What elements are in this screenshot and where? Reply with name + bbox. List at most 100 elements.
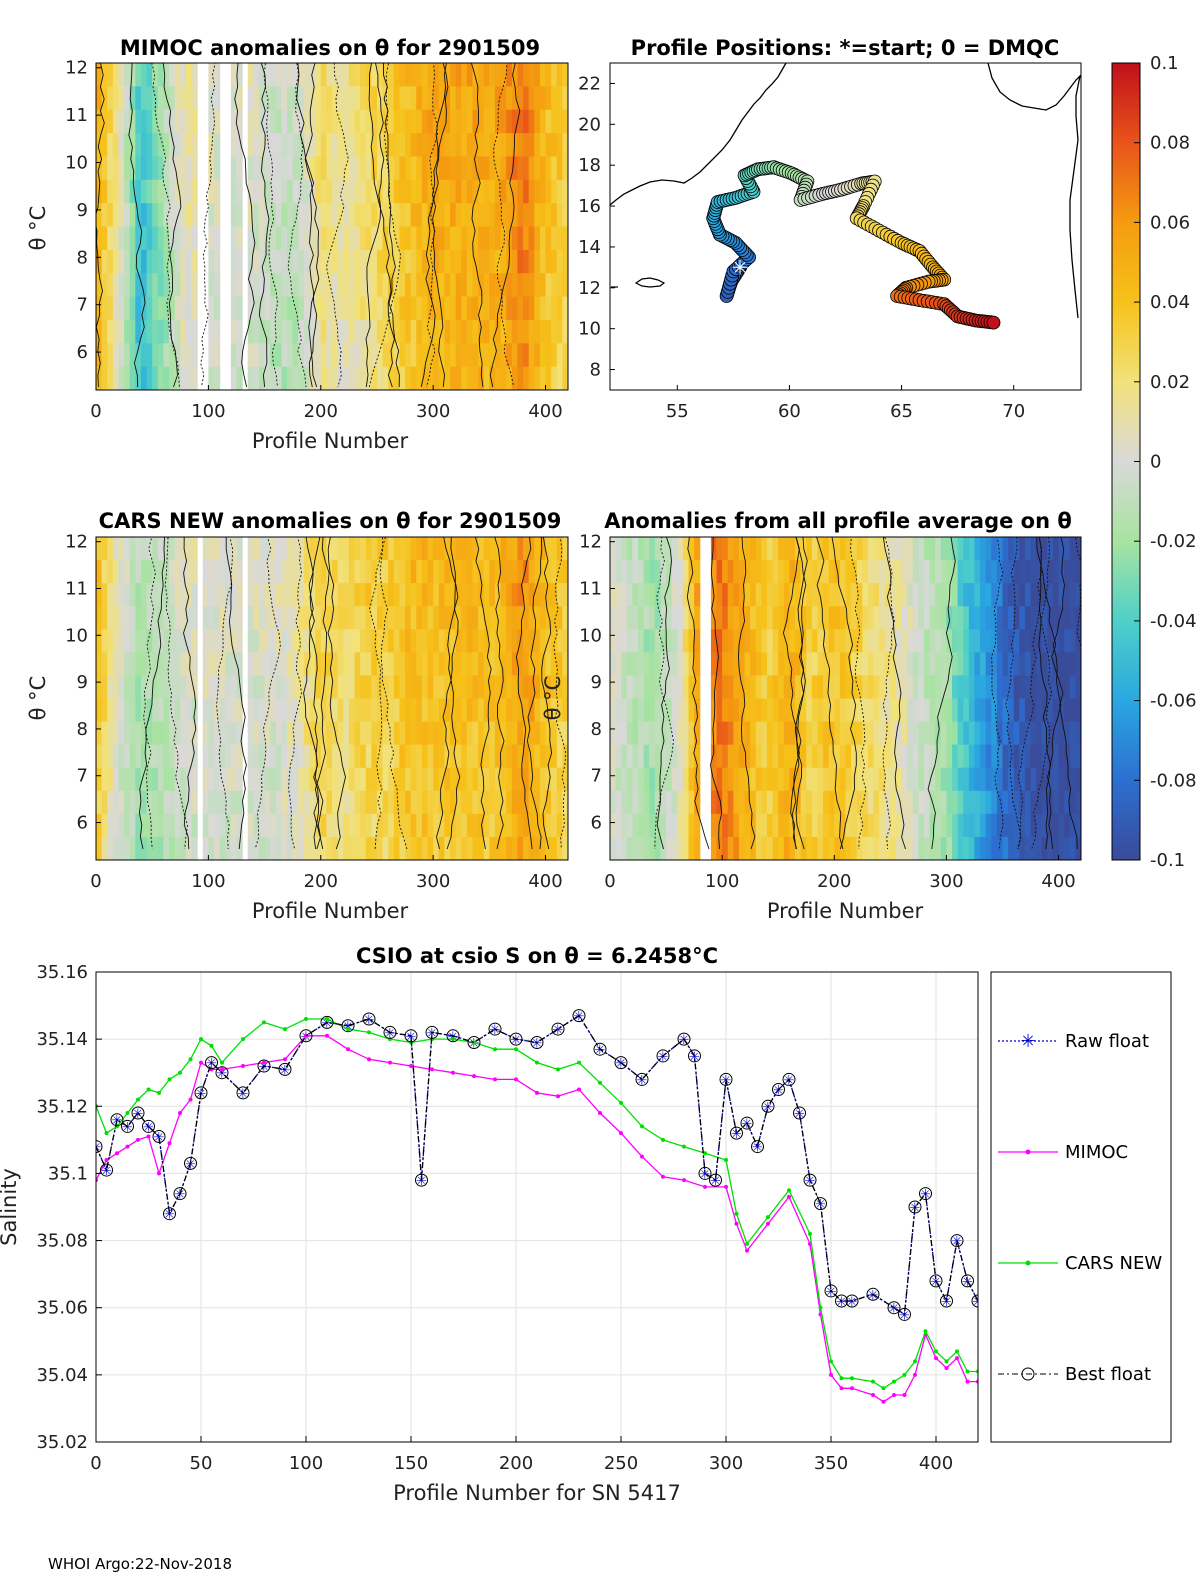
contour-line [1031,537,1053,850]
heatmap-cell [326,813,333,838]
best-float-point [509,1032,523,1046]
heatmap-cell [649,537,656,561]
heatmap-cell [738,537,746,561]
heatmap-cell [677,836,684,860]
heatmap-cell [315,675,322,700]
heatmap-cell [129,133,136,158]
heatmap-cell [281,537,288,561]
heatmap-cell [632,698,639,723]
heatmap-cell [489,156,496,181]
heatmap-cell [873,813,880,838]
raw-float-point: ✳ [101,1164,112,1179]
heatmap-cell [388,63,395,87]
heatmap-cell [337,606,344,630]
heatmap-cell [996,606,1004,630]
heatmap-cell [562,675,568,700]
y-tick-label: 35.08 [36,1231,88,1252]
heatmap-cell [800,606,807,630]
heatmap-cell [643,767,650,792]
heatmap-cell [940,560,948,584]
heatmap-cell [157,156,165,181]
heatmap-cell [466,273,474,298]
heatmap-cell [152,203,159,228]
heatmap-cell [444,226,451,251]
heatmap-cell [146,813,153,838]
heatmap-cell [382,366,389,390]
heatmap-cell [528,675,535,700]
heatmap-cell [337,109,344,134]
heatmap-cell [873,767,880,792]
heatmap-cell [152,249,159,274]
heatmap-cell [980,652,987,677]
contour-line [305,537,324,850]
heatmap-cell [621,767,628,792]
heatmap-cell [545,343,552,368]
heatmap-cell [326,629,333,653]
heatmap-cell [539,560,547,584]
heatmap-cell [247,836,254,860]
cars-new-point [734,1211,739,1216]
heatmap-cell [682,629,690,653]
heatmap-cell [376,133,384,158]
heatmap-cell [534,813,541,838]
heatmap-cell [940,675,948,700]
heatmap-cell [253,343,260,368]
heatmap-cell [1008,767,1015,792]
heatmap-cell [421,560,429,584]
heatmap-cell [946,836,953,860]
heatmap-cell [455,652,462,677]
heatmap-cell [118,179,125,204]
heatmap-cell [382,86,389,111]
heatmap-cell [1069,813,1076,838]
heatmap-cell [326,109,333,134]
heatmap-cell [163,675,170,700]
heatmap-cell [298,203,305,228]
heatmap-cell [326,343,333,368]
heatmap-cell [901,537,908,561]
heatmap-cell [287,343,294,368]
heatmap-cell [935,698,942,723]
heatmap-cell [438,583,445,607]
heatmap-cell [455,249,462,274]
heatmap-cell [483,203,490,228]
heatmap-cell [985,836,992,860]
heatmap-cell [890,629,897,653]
heatmap-cell [733,560,740,584]
heatmap-cell [963,790,970,815]
heatmap-cell [180,179,187,204]
heatmap-cell [169,652,176,677]
heatmap-cell [292,560,299,584]
heatmap-cell [682,698,690,723]
heatmap-cell [517,606,524,630]
heatmap-cell [191,767,198,792]
heatmap-cell [783,560,791,584]
heatmap-cell [466,560,474,584]
heatmap-cell [124,179,131,204]
heatmap-cell [230,813,238,838]
heatmap-cell [281,343,288,368]
heatmap-cell [118,109,125,134]
heatmap-cell [410,179,417,204]
heatmap-cell [974,721,981,746]
heatmap-cell [828,675,835,700]
cars-new-point [220,1060,224,1065]
heatmap-cell [96,836,103,860]
heatmap-cell [638,836,645,860]
heatmap-cell [202,583,209,607]
heatmap-cell [129,698,136,723]
heatmap-cell [337,629,344,653]
heatmap-cell [643,629,650,653]
heatmap-cell [258,813,266,838]
heatmap-cell [287,606,294,630]
heatmap-cell [528,86,535,111]
heatmap-cell [823,537,830,561]
heatmap-cell [191,319,198,344]
heatmap-cell [371,813,378,838]
heatmap-cell [1075,537,1081,561]
heatmap-cell [974,675,981,700]
heatmap-cell [539,606,547,630]
heatmap-cell [1036,652,1043,677]
heatmap-cell [483,537,490,561]
heatmap-cell [744,813,751,838]
heatmap-cell [528,156,535,181]
